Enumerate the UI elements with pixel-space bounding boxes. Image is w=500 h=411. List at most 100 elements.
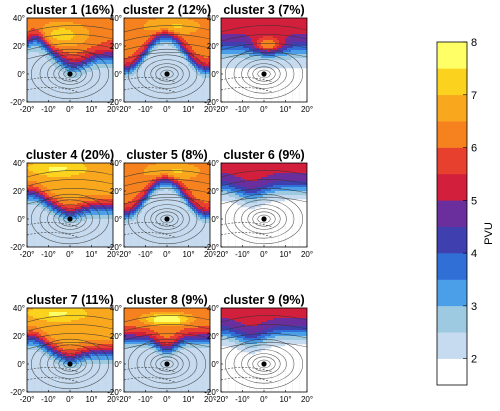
heatmap-cell	[176, 30, 179, 33]
heatmap-cell	[45, 70, 48, 73]
heatmap-cell	[257, 58, 260, 61]
heatmap-cell	[103, 163, 106, 166]
heatmap-cell	[295, 30, 298, 33]
heatmap-cell	[182, 22, 185, 25]
heatmap-cell	[69, 20, 72, 23]
heatmap-cell	[107, 86, 110, 89]
heatmap-cell	[164, 64, 167, 67]
heatmap-cell	[37, 88, 40, 91]
heatmap-cell	[37, 62, 40, 65]
heatmap-cell	[130, 58, 133, 61]
heatmap-cell	[225, 26, 228, 29]
heatmap-cell	[196, 18, 199, 21]
heatmap-cell	[208, 28, 210, 31]
heatmap-cell	[235, 54, 238, 57]
heatmap-cell	[196, 46, 199, 49]
heatmap-cell	[41, 50, 44, 53]
heatmap-cell	[297, 30, 300, 33]
heatmap-cell	[91, 80, 94, 83]
heatmap-cell	[233, 26, 236, 29]
heatmap-cell	[79, 32, 82, 35]
heatmap-cell	[41, 32, 44, 35]
heatmap-cell	[243, 50, 246, 53]
heatmap-cell	[253, 56, 256, 59]
heatmap-cell	[97, 40, 100, 43]
heatmap-cell	[198, 60, 201, 63]
heatmap-cell	[206, 40, 209, 43]
heatmap-cell	[140, 86, 143, 89]
heatmap-cell	[69, 62, 72, 65]
heatmap-cell	[198, 72, 201, 75]
heatmap-cell	[49, 38, 52, 41]
heatmap-cell	[208, 66, 210, 69]
heatmap-cell	[43, 64, 46, 67]
heatmap-cell	[156, 50, 159, 53]
heatmap-cell	[241, 52, 244, 55]
heatmap-cell	[297, 34, 300, 37]
heatmap-cell	[269, 32, 272, 35]
heatmap-cell	[283, 54, 286, 57]
heatmap-cell	[128, 38, 131, 41]
heatmap-cell	[148, 40, 151, 43]
heatmap-cell	[182, 28, 185, 31]
heatmap-cell	[172, 20, 175, 23]
heatmap-cell	[263, 58, 266, 61]
heatmap-cell	[182, 40, 185, 43]
heatmap-cell	[255, 28, 258, 31]
heatmap-cell	[176, 20, 179, 23]
heatmap-cell	[146, 58, 149, 61]
heatmap-cell	[271, 26, 274, 29]
heatmap-cell	[136, 88, 139, 91]
heatmap-cell	[283, 44, 286, 47]
heatmap-cell	[51, 56, 54, 59]
heatmap-cell	[247, 20, 250, 23]
heatmap-cell	[41, 167, 44, 170]
heatmap-cell	[105, 58, 108, 61]
heatmap-cell	[93, 48, 96, 51]
heatmap-cell	[67, 90, 70, 93]
heatmap-cell	[180, 20, 183, 23]
heatmap-cell	[91, 46, 94, 49]
heatmap-cell	[41, 163, 44, 166]
heatmap-cell	[93, 169, 96, 172]
heatmap-cell	[174, 60, 177, 63]
heatmap-cell	[206, 92, 209, 95]
heatmap-cell	[111, 90, 113, 93]
heatmap-cell	[146, 62, 149, 65]
heatmap-cell	[243, 56, 246, 59]
heatmap-cell	[227, 40, 230, 43]
heatmap-cell	[85, 94, 88, 97]
heatmap-cell	[124, 62, 127, 65]
heatmap-cell	[182, 20, 185, 23]
heatmap-cell	[128, 36, 131, 39]
heatmap-cell	[130, 44, 133, 47]
heatmap-cell	[65, 98, 68, 101]
heatmap-cell	[99, 46, 102, 49]
heatmap-cell	[223, 40, 226, 43]
heatmap-cell	[93, 70, 96, 73]
heatmap-cell	[303, 20, 306, 23]
heatmap-cell	[190, 88, 193, 91]
heatmap-cell	[158, 70, 161, 73]
heatmap-cell	[101, 92, 104, 95]
heatmap-cell	[77, 90, 80, 93]
heatmap-cell	[263, 62, 266, 65]
heatmap-cell	[63, 80, 66, 83]
heatmap-cell	[301, 36, 304, 39]
heatmap-cell	[45, 38, 48, 41]
heatmap-cell	[152, 20, 155, 23]
heatmap-cell	[91, 165, 94, 168]
heatmap-cell	[99, 64, 102, 67]
heatmap-cell	[35, 98, 38, 101]
heatmap-cell	[142, 54, 145, 57]
heatmap-cell	[83, 98, 86, 101]
heatmap-cell	[111, 84, 113, 87]
heatmap-cell	[253, 48, 256, 51]
heatmap-cell	[128, 70, 131, 73]
heatmap-cell	[77, 165, 80, 168]
heatmap-cell	[138, 52, 141, 55]
heatmap-cell	[79, 167, 82, 170]
heatmap-cell	[37, 40, 40, 43]
heatmap-cell	[239, 44, 242, 47]
heatmap-cell	[53, 60, 56, 63]
